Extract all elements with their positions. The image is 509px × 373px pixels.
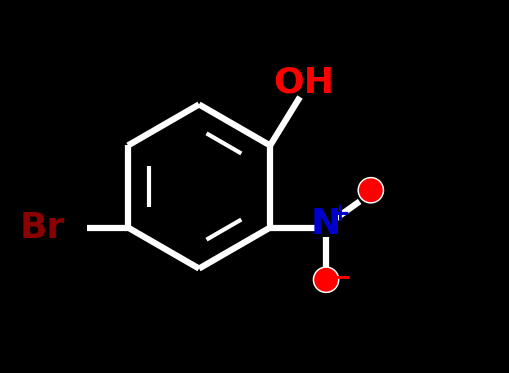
Text: N: N xyxy=(310,207,341,241)
Circle shape xyxy=(359,179,381,201)
Text: OH: OH xyxy=(273,65,333,99)
Text: −: − xyxy=(330,265,351,289)
Circle shape xyxy=(314,269,336,291)
Circle shape xyxy=(313,267,338,292)
Text: +: + xyxy=(329,203,350,226)
Text: Br: Br xyxy=(19,210,65,245)
Circle shape xyxy=(357,178,383,203)
